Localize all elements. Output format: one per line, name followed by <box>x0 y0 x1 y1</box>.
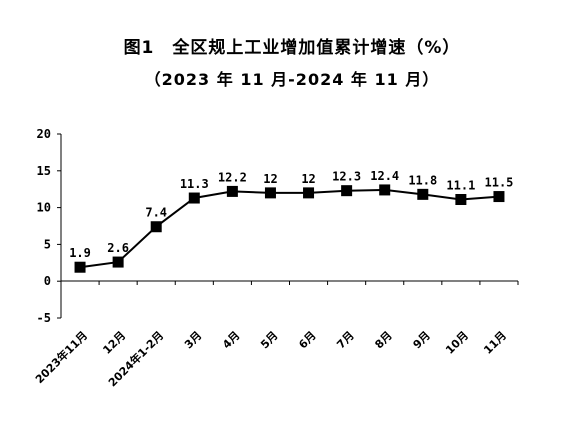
data-label: 11.1 <box>446 179 475 193</box>
x-tick-label: 9月 <box>411 329 433 351</box>
data-point <box>112 256 124 268</box>
data-point <box>303 187 315 199</box>
x-tick-label: 5月 <box>258 329 280 351</box>
y-tick-label: 10 <box>37 201 51 215</box>
x-tick-label: 6月 <box>296 329 318 351</box>
y-tick-label: 20 <box>37 127 51 141</box>
data-point <box>455 194 467 206</box>
x-tick-label: 8月 <box>372 329 394 351</box>
data-point <box>341 185 353 197</box>
data-label: 11.8 <box>408 173 437 187</box>
y-tick-label: 15 <box>37 164 51 178</box>
y-tick-label: 0 <box>44 274 51 288</box>
x-tick-label: 2023年11月 <box>32 328 90 386</box>
data-label: 12 <box>263 172 277 186</box>
data-label: 1.9 <box>69 246 91 260</box>
x-tick-label: 10月 <box>443 329 471 357</box>
data-point <box>226 185 238 197</box>
data-label: 12.4 <box>370 169 399 183</box>
x-tick-label: 4月 <box>220 329 242 351</box>
x-tick-label: 3月 <box>182 329 204 351</box>
chart-subtitle: （2023 年 11 月-2024 年 11 月） <box>144 70 440 89</box>
data-point <box>417 188 429 200</box>
data-label: 11.5 <box>485 176 514 190</box>
data-point <box>188 192 200 204</box>
series-line <box>79 188 500 269</box>
data-label: 11.3 <box>180 177 209 191</box>
x-tick-label: 11月 <box>481 329 509 357</box>
data-point <box>74 261 86 273</box>
data-label: 2.6 <box>107 241 129 255</box>
data-point <box>379 184 391 196</box>
data-label: 12.3 <box>332 170 361 184</box>
x-tick-label: 7月 <box>334 329 356 351</box>
data-point <box>493 191 505 203</box>
x-tick-label: 12月 <box>100 329 128 357</box>
y-tick-label: -5 <box>37 311 51 325</box>
data-point <box>150 221 162 233</box>
chart-title: 图1 全区规上工业增加值累计增速（%） <box>123 38 461 58</box>
data-label: 7.4 <box>145 206 167 220</box>
data-label: 12.2 <box>218 170 247 184</box>
data-point <box>264 187 276 199</box>
y-tick-label: 5 <box>44 237 51 251</box>
data-label: 12 <box>301 172 315 186</box>
